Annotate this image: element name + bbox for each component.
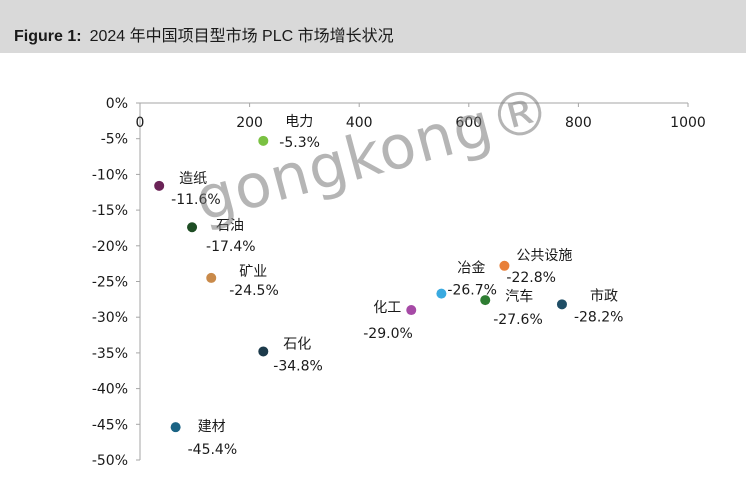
chart-axes: 0 200 400 600 800 1000 0% -5% -10% -15% -20% -25% -3… — [92, 96, 706, 469]
y-tick-label: -35% — [92, 346, 128, 362]
point-value-label: -27.6% — [493, 312, 543, 328]
y-tick-label: -25% — [92, 275, 128, 291]
y-tick-label: -15% — [92, 203, 128, 219]
point-name-label: 汽车 — [505, 288, 533, 305]
x-tick-label: 0 — [136, 115, 145, 131]
figure-header: Figure 1: 2024 年中国项目型市场 PLC 市场增长状况 — [0, 0, 746, 53]
point-value-label: -45.4% — [188, 442, 238, 458]
point-name-label: 石油 — [216, 218, 244, 234]
point-value-label: -29.0% — [363, 326, 413, 342]
point-name-label: 化工 — [373, 300, 401, 316]
point-name-label: 矿业 — [239, 264, 267, 280]
x-tick-label: 600 — [455, 115, 482, 131]
x-tick-label: 800 — [565, 115, 592, 131]
scatter-point — [556, 299, 567, 310]
figure-title-text: 2024 年中国项目型市场 PLC 市场增长状况 — [89, 28, 394, 45]
point-name-label: 市政 — [590, 287, 618, 304]
point-value-label: -22.8% — [506, 270, 556, 286]
y-tick-label: -5% — [101, 132, 128, 148]
y-tick-label: -40% — [92, 382, 128, 398]
scatter-chart: 0 200 400 600 800 1000 0% -5% -10% -15% -20% -25% -3… — [92, 96, 706, 469]
x-tick-label: 200 — [236, 115, 263, 131]
chart-points: 电力 -5.3% 造纸 -11.6% 石油 -17.4% 矿业 -24.5% 石化 -34.8% 建… — [154, 114, 623, 458]
y-tick-label: -10% — [92, 167, 128, 183]
point-value-label: -11.6% — [171, 192, 221, 208]
scatter-point — [480, 295, 491, 306]
point-name-label: 建材 — [198, 419, 226, 435]
scatter-point — [499, 260, 510, 271]
point-name-label: 石化 — [283, 336, 311, 352]
point-value-label: -26.7% — [447, 283, 497, 299]
x-tick-label: 1000 — [670, 115, 706, 131]
scatter-point — [206, 272, 217, 283]
point-value-label: -24.5% — [229, 283, 279, 299]
scatter-point — [170, 422, 181, 433]
point-value-label: -17.4% — [206, 239, 256, 255]
y-tick-label: -45% — [92, 417, 128, 433]
x-tick-label: 400 — [346, 115, 373, 131]
scatter-point — [258, 135, 269, 146]
figure-title: Figure 1: 2024 年中国项目型市场 PLC 市场增长状况 — [14, 22, 394, 46]
point-name-label: 电力 — [285, 114, 313, 130]
y-tick-label: -20% — [92, 239, 128, 255]
figure-label: Figure 1: — [14, 28, 82, 45]
y-tick-label: -30% — [92, 310, 128, 326]
point-value-label: -28.2% — [574, 309, 624, 325]
y-tick-label: 0% — [106, 96, 128, 112]
point-name-label: 公共设施 — [516, 248, 572, 264]
scatter-point — [154, 180, 165, 191]
scatter-point — [406, 305, 417, 316]
point-name-label: 造纸 — [179, 171, 207, 187]
point-value-label: -34.8% — [273, 358, 323, 374]
point-name-label: 冶金 — [457, 261, 485, 277]
scatter-point — [436, 288, 447, 299]
point-value-label: -5.3% — [279, 135, 320, 151]
scatter-point — [187, 222, 198, 233]
y-tick-label: -50% — [92, 453, 128, 469]
scatter-point — [258, 346, 269, 357]
